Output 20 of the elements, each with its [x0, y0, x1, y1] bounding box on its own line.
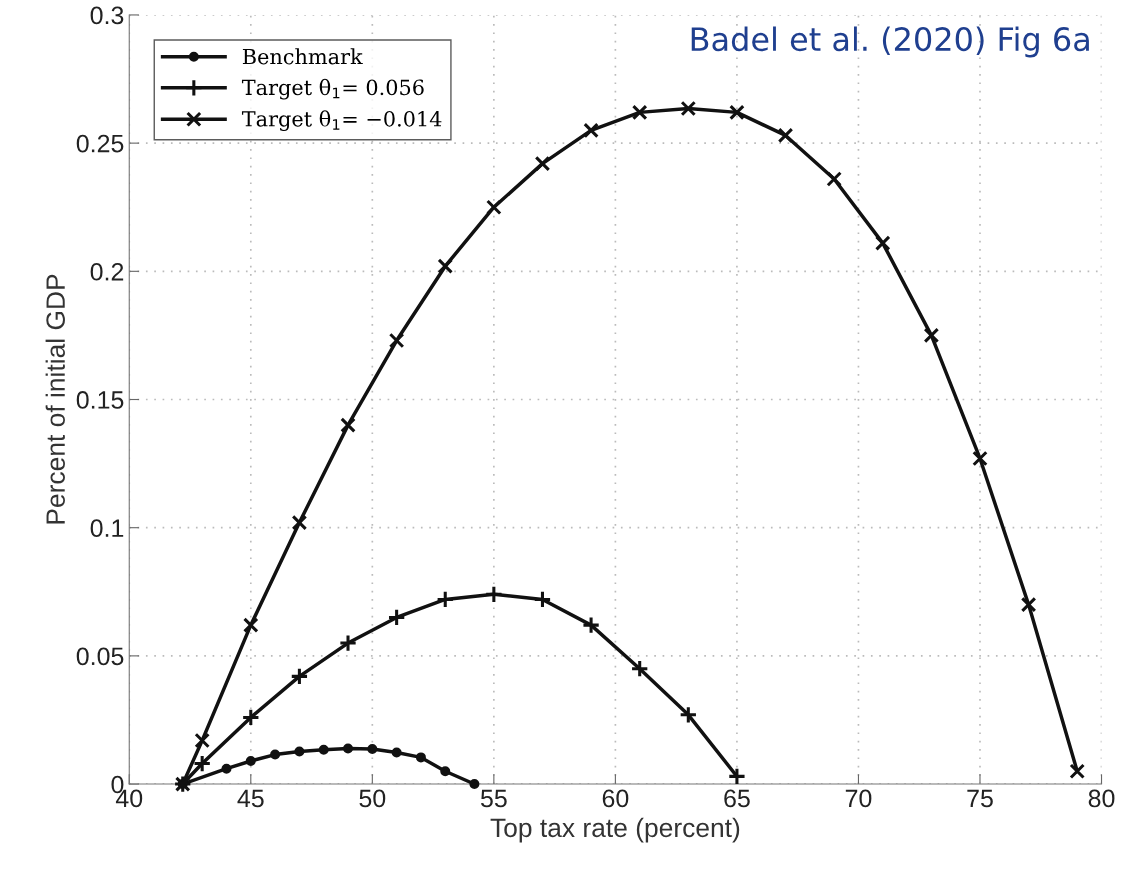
y-tick-label: 0.2	[90, 262, 124, 281]
x-tick-label: 50	[359, 789, 386, 808]
y-tick-label: 0.3	[90, 6, 124, 25]
x-tick-label: 60	[602, 789, 629, 808]
y-tick-label: 0.05	[76, 647, 124, 666]
x-tick-label: 80	[1088, 789, 1115, 808]
x-tick-label: 70	[845, 789, 872, 808]
x-tick-label: 45	[237, 789, 264, 808]
x-axis-title: Top tax rate (percent)	[490, 817, 740, 843]
y-tick-label: 0.25	[76, 134, 124, 153]
legend-label: Benchmark	[242, 48, 363, 65]
annotation: Badel et al. (2020) Fig 6a	[691, 26, 1089, 58]
x-tick-label: 55	[480, 789, 507, 808]
y-axis-title: Percent of initial GDP	[45, 274, 65, 524]
y-tick-label: 0.1	[90, 519, 124, 537]
legend-label: Target θ$_{1}$= 0.056	[241, 78, 424, 100]
x-tick-label: 65	[724, 789, 750, 808]
legend-label: Target θ$_{1}$= −0.014	[241, 110, 442, 131]
y-tick-label: 0.15	[76, 391, 124, 409]
x-tick-label: 75	[967, 789, 993, 808]
